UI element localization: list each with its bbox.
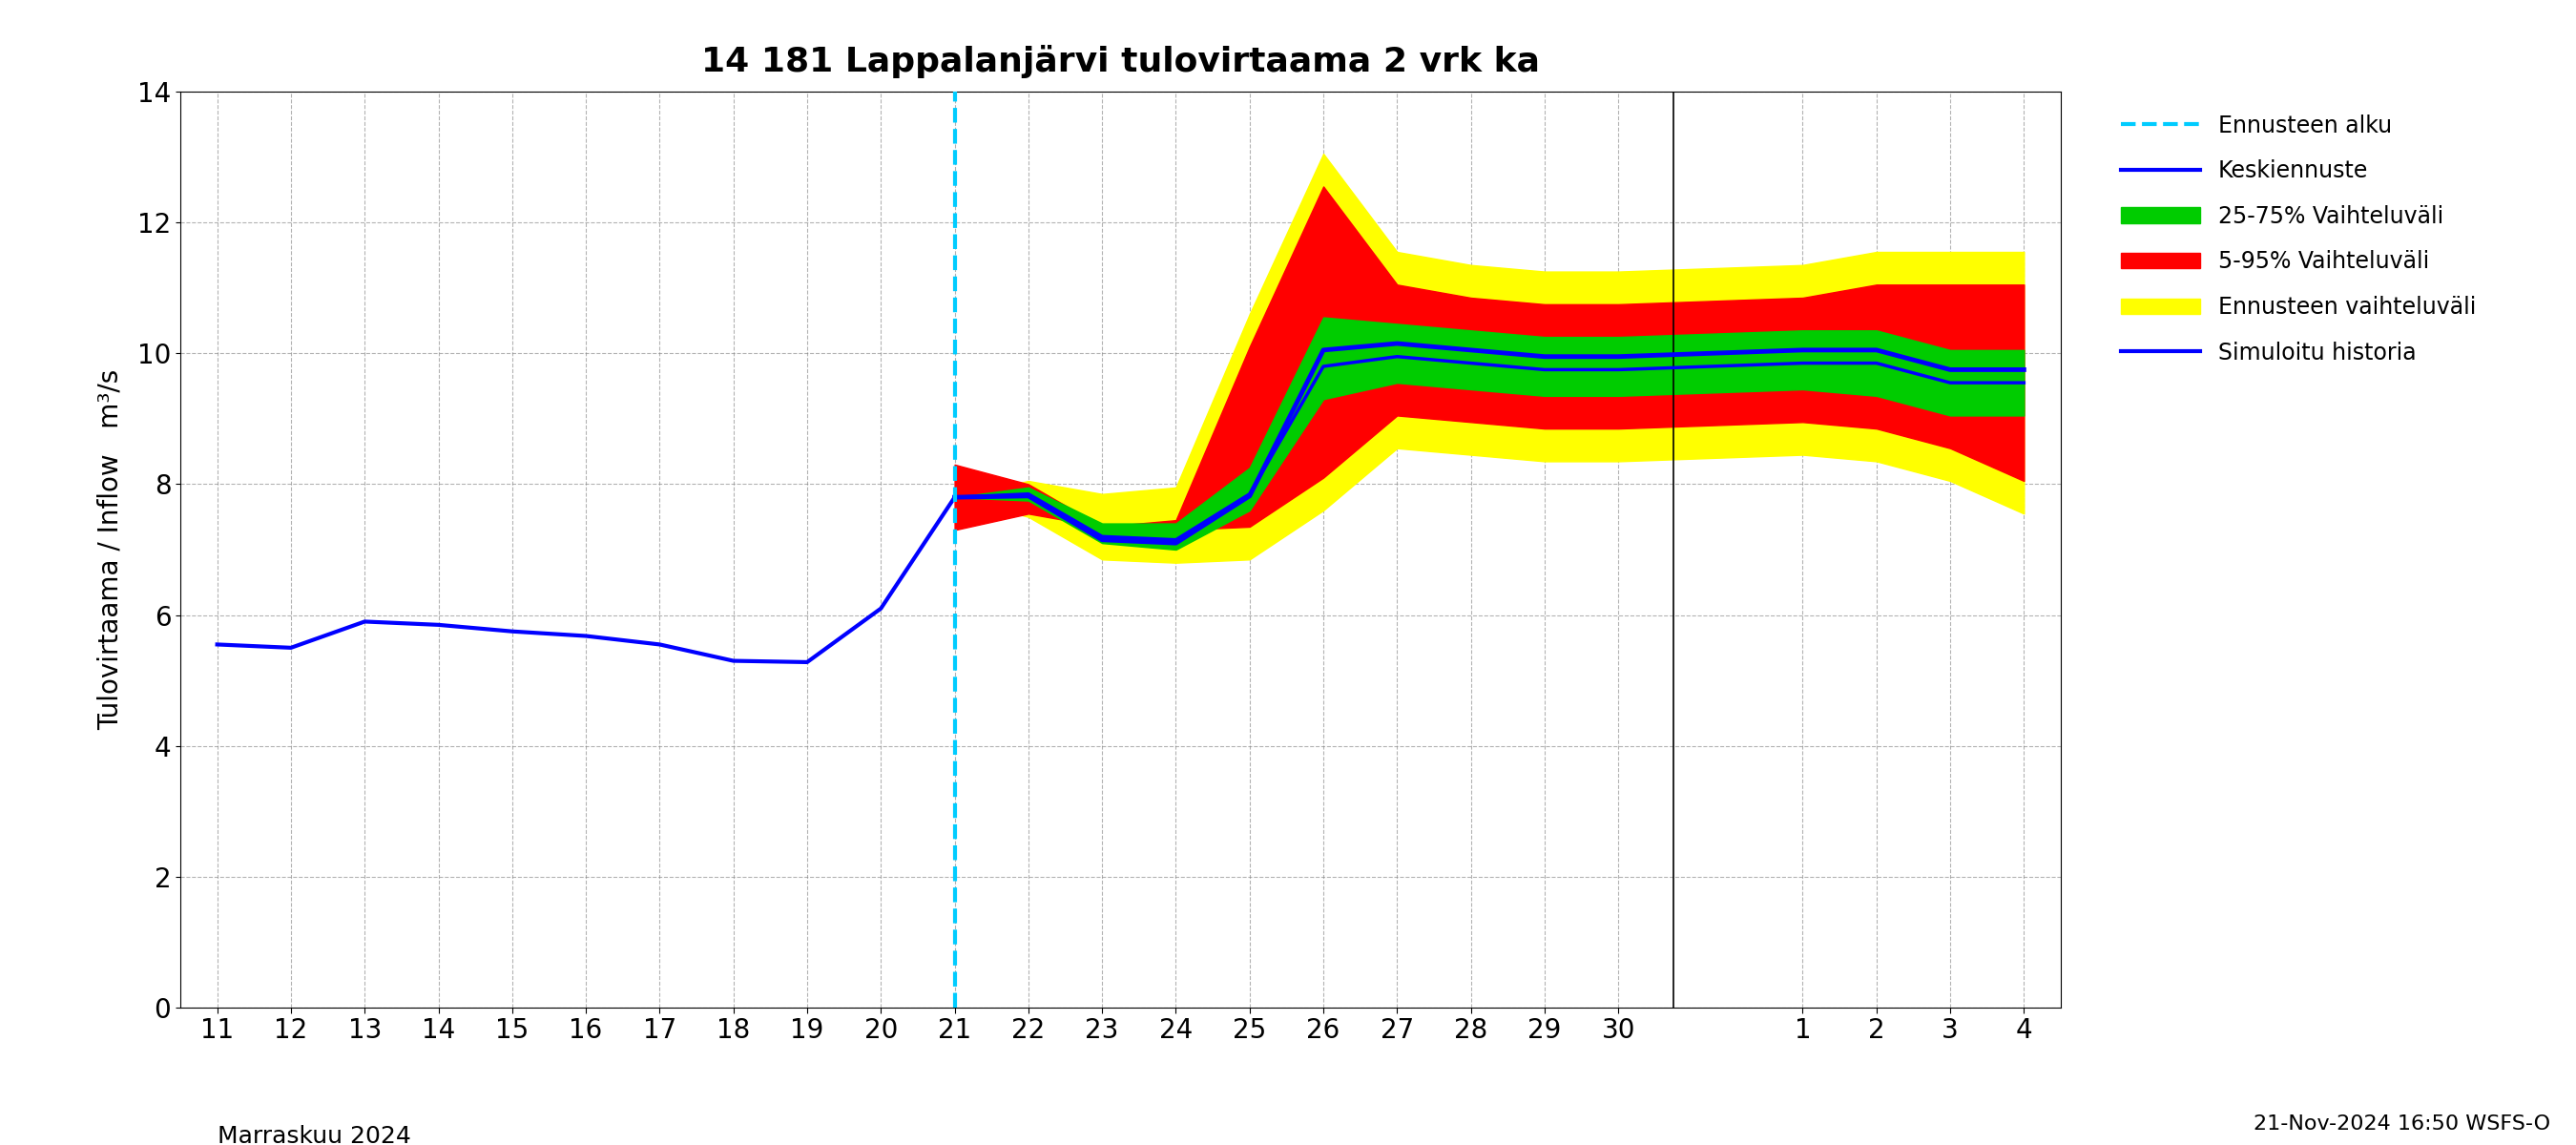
Y-axis label: Tulovirtaama / Inflow   m³/s: Tulovirtaama / Inflow m³/s <box>98 369 124 731</box>
Legend: Ennusteen alku, Keskiennuste, 25-75% Vaihteluväli, 5-95% Vaihteluväli, Ennusteen: Ennusteen alku, Keskiennuste, 25-75% Vai… <box>2110 103 2486 376</box>
Text: Marraskuu 2024
November: Marraskuu 2024 November <box>216 1126 410 1145</box>
Title: 14 181 Lappalanjärvi tulovirtaama 2 vrk ka: 14 181 Lappalanjärvi tulovirtaama 2 vrk … <box>701 45 1540 78</box>
Text: 21-Nov-2024 16:50 WSFS-O: 21-Nov-2024 16:50 WSFS-O <box>2254 1114 2550 1134</box>
